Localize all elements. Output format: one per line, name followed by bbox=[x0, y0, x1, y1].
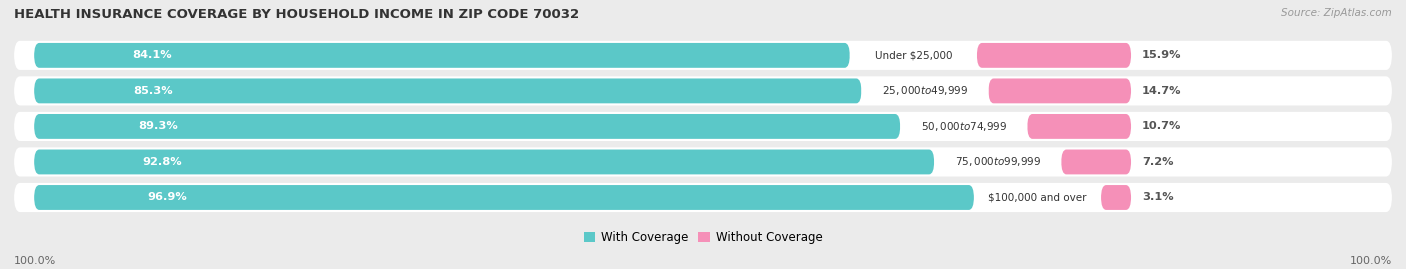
FancyBboxPatch shape bbox=[1062, 150, 1130, 174]
Text: $100,000 and over: $100,000 and over bbox=[988, 193, 1087, 203]
Text: 85.3%: 85.3% bbox=[134, 86, 173, 96]
Text: $75,000 to $99,999: $75,000 to $99,999 bbox=[955, 155, 1040, 168]
Text: 100.0%: 100.0% bbox=[1350, 256, 1392, 266]
Legend: With Coverage, Without Coverage: With Coverage, Without Coverage bbox=[579, 226, 827, 249]
FancyBboxPatch shape bbox=[862, 80, 988, 102]
FancyBboxPatch shape bbox=[14, 41, 1392, 70]
FancyBboxPatch shape bbox=[34, 150, 934, 174]
Text: 92.8%: 92.8% bbox=[142, 157, 181, 167]
FancyBboxPatch shape bbox=[1101, 185, 1130, 210]
Text: 7.2%: 7.2% bbox=[1142, 157, 1173, 167]
FancyBboxPatch shape bbox=[14, 147, 1392, 176]
FancyBboxPatch shape bbox=[1028, 114, 1130, 139]
FancyBboxPatch shape bbox=[34, 185, 974, 210]
FancyBboxPatch shape bbox=[14, 112, 1392, 141]
FancyBboxPatch shape bbox=[900, 115, 1028, 137]
Text: Under $25,000: Under $25,000 bbox=[875, 50, 952, 60]
FancyBboxPatch shape bbox=[974, 186, 1101, 208]
FancyBboxPatch shape bbox=[988, 79, 1130, 103]
Text: 100.0%: 100.0% bbox=[14, 256, 56, 266]
Text: Source: ZipAtlas.com: Source: ZipAtlas.com bbox=[1281, 8, 1392, 18]
Text: 3.1%: 3.1% bbox=[1142, 193, 1174, 203]
Text: $25,000 to $49,999: $25,000 to $49,999 bbox=[882, 84, 969, 97]
Text: 14.7%: 14.7% bbox=[1142, 86, 1181, 96]
FancyBboxPatch shape bbox=[849, 44, 977, 66]
Text: 84.1%: 84.1% bbox=[132, 50, 172, 60]
FancyBboxPatch shape bbox=[34, 79, 862, 103]
Text: HEALTH INSURANCE COVERAGE BY HOUSEHOLD INCOME IN ZIP CODE 70032: HEALTH INSURANCE COVERAGE BY HOUSEHOLD I… bbox=[14, 8, 579, 21]
FancyBboxPatch shape bbox=[934, 151, 1062, 173]
FancyBboxPatch shape bbox=[34, 114, 900, 139]
Text: 96.9%: 96.9% bbox=[146, 193, 187, 203]
Text: 10.7%: 10.7% bbox=[1142, 121, 1181, 132]
FancyBboxPatch shape bbox=[14, 76, 1392, 105]
FancyBboxPatch shape bbox=[34, 43, 849, 68]
FancyBboxPatch shape bbox=[977, 43, 1130, 68]
Text: $50,000 to $74,999: $50,000 to $74,999 bbox=[921, 120, 1007, 133]
Text: 89.3%: 89.3% bbox=[138, 121, 177, 132]
Text: 15.9%: 15.9% bbox=[1142, 50, 1181, 60]
FancyBboxPatch shape bbox=[14, 183, 1392, 212]
